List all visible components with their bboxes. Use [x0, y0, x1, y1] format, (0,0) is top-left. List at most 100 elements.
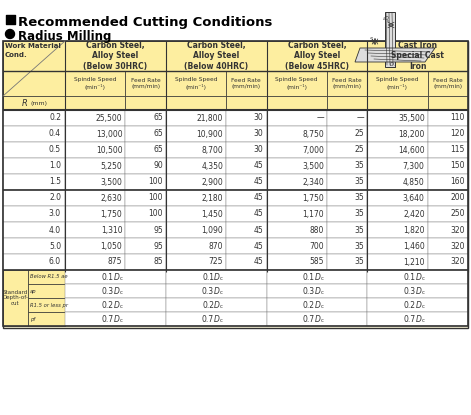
FancyBboxPatch shape	[428, 190, 468, 206]
Text: Carbon Steel,
Alloy Steel
(Below 40HRC): Carbon Steel, Alloy Steel (Below 40HRC)	[184, 41, 248, 71]
FancyBboxPatch shape	[166, 206, 226, 222]
Text: Feed Rate
(mm/min): Feed Rate (mm/min)	[231, 78, 261, 89]
FancyBboxPatch shape	[267, 238, 327, 254]
FancyBboxPatch shape	[3, 126, 65, 142]
Text: 100: 100	[148, 210, 163, 219]
FancyBboxPatch shape	[367, 71, 428, 96]
Text: 65: 65	[153, 113, 163, 122]
Text: 3,500: 3,500	[101, 178, 122, 186]
Text: 30: 30	[254, 146, 263, 154]
FancyBboxPatch shape	[267, 110, 327, 126]
Text: pf: pf	[30, 317, 35, 322]
FancyBboxPatch shape	[65, 254, 125, 270]
Text: 0.1: 0.1	[303, 273, 315, 281]
FancyBboxPatch shape	[327, 96, 367, 110]
Text: D: D	[114, 300, 119, 310]
Text: 0.7: 0.7	[303, 315, 315, 324]
Text: 320: 320	[450, 242, 465, 251]
Text: 2,420: 2,420	[403, 210, 425, 219]
FancyBboxPatch shape	[125, 190, 166, 206]
FancyBboxPatch shape	[65, 174, 125, 190]
Text: D: D	[415, 286, 422, 295]
FancyBboxPatch shape	[367, 222, 428, 238]
FancyBboxPatch shape	[65, 158, 125, 174]
Text: 2,340: 2,340	[302, 178, 324, 186]
FancyBboxPatch shape	[166, 312, 267, 326]
FancyBboxPatch shape	[125, 222, 166, 238]
FancyBboxPatch shape	[226, 238, 267, 254]
Text: D: D	[114, 273, 119, 281]
FancyBboxPatch shape	[367, 41, 468, 71]
Text: Below R1.5 ae: Below R1.5 ae	[30, 274, 67, 279]
Text: 0.3: 0.3	[303, 286, 315, 295]
Text: 1: 1	[393, 65, 396, 69]
FancyBboxPatch shape	[428, 206, 468, 222]
FancyBboxPatch shape	[367, 96, 428, 110]
Text: 0.2: 0.2	[404, 300, 415, 310]
Text: c: c	[119, 276, 122, 281]
FancyBboxPatch shape	[267, 270, 367, 284]
Text: 1,170: 1,170	[302, 210, 324, 219]
Text: p: p	[373, 40, 375, 44]
Text: 25: 25	[355, 129, 364, 139]
Text: 35: 35	[355, 178, 364, 186]
Text: 875: 875	[108, 257, 122, 266]
FancyBboxPatch shape	[125, 142, 166, 158]
FancyBboxPatch shape	[125, 174, 166, 190]
FancyBboxPatch shape	[428, 96, 468, 110]
Text: c: c	[422, 318, 425, 323]
Text: Spindle Speed
(min⁻¹): Spindle Speed (min⁻¹)	[376, 78, 419, 90]
FancyBboxPatch shape	[226, 254, 267, 270]
Text: Feed Rate
(mm/min): Feed Rate (mm/min)	[433, 78, 463, 89]
FancyBboxPatch shape	[166, 126, 226, 142]
FancyBboxPatch shape	[3, 96, 65, 110]
Text: 7,300: 7,300	[403, 161, 425, 171]
Text: c: c	[119, 318, 122, 323]
FancyBboxPatch shape	[65, 206, 125, 222]
FancyBboxPatch shape	[267, 41, 367, 71]
FancyBboxPatch shape	[125, 238, 166, 254]
Text: 2,900: 2,900	[202, 178, 223, 186]
Text: 35: 35	[355, 210, 364, 219]
Text: D: D	[315, 315, 321, 324]
FancyBboxPatch shape	[367, 312, 468, 326]
Text: 4,350: 4,350	[201, 161, 223, 171]
FancyBboxPatch shape	[3, 41, 468, 328]
FancyBboxPatch shape	[267, 222, 327, 238]
FancyBboxPatch shape	[125, 110, 166, 126]
FancyBboxPatch shape	[125, 126, 166, 142]
Text: 45: 45	[254, 225, 263, 234]
Text: 4,850: 4,850	[403, 178, 425, 186]
Text: 1,460: 1,460	[403, 242, 425, 251]
Text: 1,090: 1,090	[202, 225, 223, 234]
FancyBboxPatch shape	[226, 126, 267, 142]
FancyBboxPatch shape	[327, 71, 367, 96]
Text: 115: 115	[451, 146, 465, 154]
FancyBboxPatch shape	[385, 12, 395, 67]
FancyBboxPatch shape	[3, 174, 65, 190]
FancyBboxPatch shape	[267, 174, 327, 190]
FancyBboxPatch shape	[226, 110, 267, 126]
Text: R: R	[23, 98, 31, 107]
Text: Spindle Speed
(min⁻¹): Spindle Speed (min⁻¹)	[276, 78, 318, 90]
Text: 0.5: 0.5	[49, 146, 61, 154]
FancyBboxPatch shape	[65, 298, 166, 312]
FancyBboxPatch shape	[226, 71, 267, 96]
FancyBboxPatch shape	[226, 222, 267, 238]
Text: 110: 110	[451, 113, 465, 122]
FancyBboxPatch shape	[428, 126, 468, 142]
Polygon shape	[355, 48, 435, 62]
FancyBboxPatch shape	[166, 254, 226, 270]
Text: 0.3: 0.3	[101, 286, 114, 295]
FancyBboxPatch shape	[65, 312, 166, 326]
Text: 35: 35	[355, 193, 364, 203]
FancyBboxPatch shape	[226, 206, 267, 222]
FancyBboxPatch shape	[367, 158, 428, 174]
Text: D: D	[214, 273, 220, 281]
Text: 45: 45	[254, 242, 263, 251]
Text: ap: ap	[30, 288, 36, 293]
FancyBboxPatch shape	[3, 110, 65, 126]
Text: 25,500: 25,500	[96, 113, 122, 122]
FancyBboxPatch shape	[125, 254, 166, 270]
Text: 45: 45	[254, 178, 263, 186]
